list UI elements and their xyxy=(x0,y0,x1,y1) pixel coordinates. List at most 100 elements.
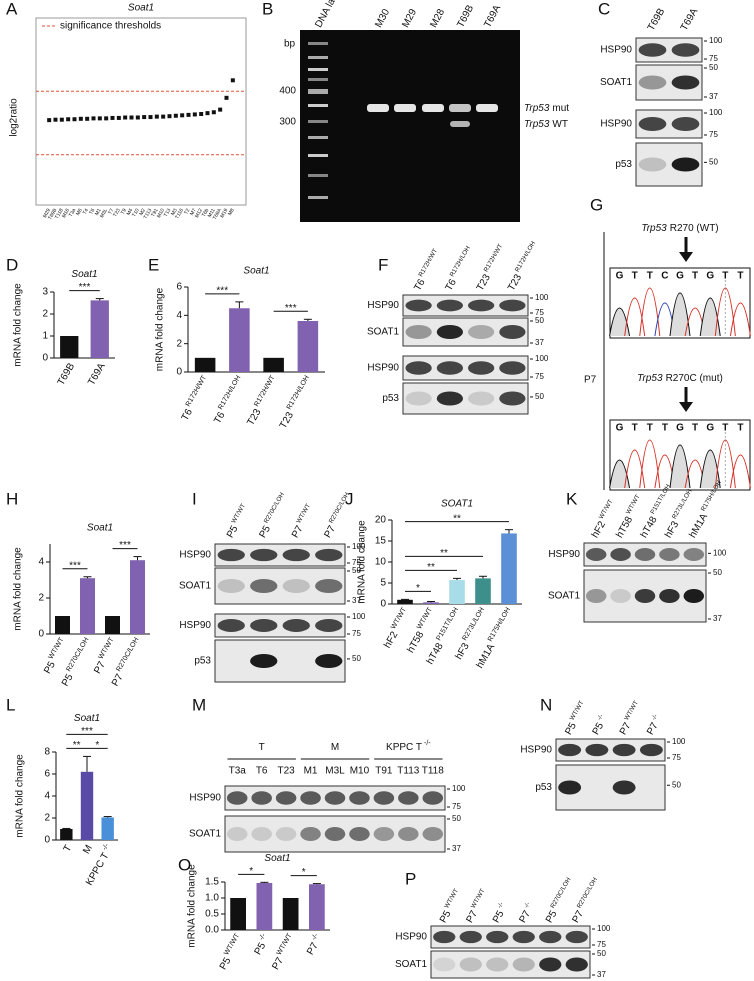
trace-title: Trp53 R270 (WT) xyxy=(641,223,718,234)
band xyxy=(512,930,535,944)
ladder-band xyxy=(308,174,328,177)
band xyxy=(226,827,248,841)
x-tick-label: T69A xyxy=(212,207,224,221)
trace-peak xyxy=(639,439,661,489)
lane-label: T6R172H/LOH xyxy=(442,245,477,293)
bar xyxy=(60,829,73,840)
bar xyxy=(230,898,246,930)
point xyxy=(72,117,77,122)
lane-label: P5WT/WT xyxy=(562,700,591,737)
label-sup: R172H/LOH xyxy=(514,240,537,274)
band xyxy=(315,654,343,668)
point xyxy=(129,115,134,120)
trace-peak xyxy=(624,297,646,337)
gene-name: Trp53 xyxy=(637,373,663,384)
label-sup: WT/WT xyxy=(416,606,434,631)
x-tick-label: P5R270C/LOH xyxy=(59,637,96,689)
significance-label: *** xyxy=(119,540,131,551)
band xyxy=(282,619,310,632)
marker-label: 75 xyxy=(535,308,544,317)
y-tick-label: 4 xyxy=(38,557,44,568)
label-main: hF2 xyxy=(590,519,608,540)
label-sup: WT/WT xyxy=(623,700,640,722)
band xyxy=(468,325,495,339)
y-tick-label: 4 xyxy=(44,791,50,802)
band xyxy=(250,654,278,668)
bar xyxy=(130,560,145,634)
marker-label: 50 xyxy=(597,949,606,958)
trace-peak xyxy=(699,449,721,489)
x-tick-label: M11 xyxy=(207,207,217,218)
ladder-band xyxy=(308,154,328,157)
lane-label: M30 xyxy=(373,7,392,30)
lane-label: M29 xyxy=(400,7,419,30)
label-main: P5 xyxy=(544,908,560,924)
y-axis-label: mRNA fold change xyxy=(155,287,166,371)
band xyxy=(300,791,321,805)
marker-label: 37 xyxy=(713,614,722,623)
y-tick-label: 0 xyxy=(42,353,48,364)
marker-label: 75 xyxy=(452,802,461,811)
band xyxy=(638,157,667,172)
band xyxy=(683,548,705,561)
chart-title: Soat1 xyxy=(243,266,269,277)
y-tick-label: 2 xyxy=(42,309,48,320)
band xyxy=(486,957,509,972)
band xyxy=(585,548,607,561)
x-tick-label: M10 xyxy=(156,207,166,219)
band xyxy=(433,930,456,944)
panel-label: L xyxy=(6,695,15,714)
point xyxy=(192,112,197,117)
protein-label: p53 xyxy=(615,159,632,170)
label-main: P7 xyxy=(464,908,480,924)
marker-label: 50 xyxy=(535,316,544,325)
panel-label: P xyxy=(405,869,416,888)
y-tick-label: 2 xyxy=(176,338,182,349)
band xyxy=(499,299,526,312)
x-tick-label: M6 xyxy=(75,207,84,216)
marker-label: 100 xyxy=(597,924,611,933)
point xyxy=(47,118,52,123)
label-main: P7 xyxy=(110,672,126,688)
label-main: hF3 xyxy=(453,641,471,662)
pcr-band xyxy=(449,104,471,112)
band xyxy=(499,391,526,406)
protein-label: HSP90 xyxy=(600,119,632,130)
band xyxy=(468,299,495,312)
point xyxy=(85,116,90,121)
chart-title: Soat1 xyxy=(128,3,154,14)
lane-label: T3a xyxy=(229,766,247,777)
label-sup: WT/WT xyxy=(230,503,247,525)
bar xyxy=(194,357,216,372)
band xyxy=(585,743,609,757)
trace-peak xyxy=(669,292,691,337)
bar xyxy=(449,580,465,604)
allele: mut xyxy=(552,103,569,114)
x-tick-label: T10 xyxy=(131,207,141,218)
bar xyxy=(55,616,70,634)
band xyxy=(659,589,680,603)
y-tick-label: 0.5 xyxy=(205,909,219,920)
base-call: T xyxy=(647,271,653,282)
band xyxy=(558,743,582,757)
pcr-band xyxy=(422,104,444,112)
y-tick-label: 4 xyxy=(176,310,182,321)
band xyxy=(405,391,432,406)
point xyxy=(53,117,58,122)
lane-label: P7WT/WT xyxy=(616,700,645,737)
panel-label: D xyxy=(6,255,18,274)
label-main: hT48 xyxy=(638,514,659,540)
x-tick-label: M4 xyxy=(126,207,135,216)
significance-label: ** xyxy=(453,513,461,524)
x-tick-label: T69A xyxy=(86,361,108,387)
label-sup: R273L/LOH xyxy=(671,488,694,521)
point xyxy=(180,113,185,118)
band xyxy=(251,791,272,805)
protein-label: HSP90 xyxy=(600,45,632,56)
bar xyxy=(60,336,79,358)
point xyxy=(123,115,128,120)
label-main: T23 xyxy=(506,272,524,293)
point xyxy=(154,114,159,119)
significance-label: * xyxy=(302,867,306,878)
base-call: T xyxy=(632,271,638,282)
